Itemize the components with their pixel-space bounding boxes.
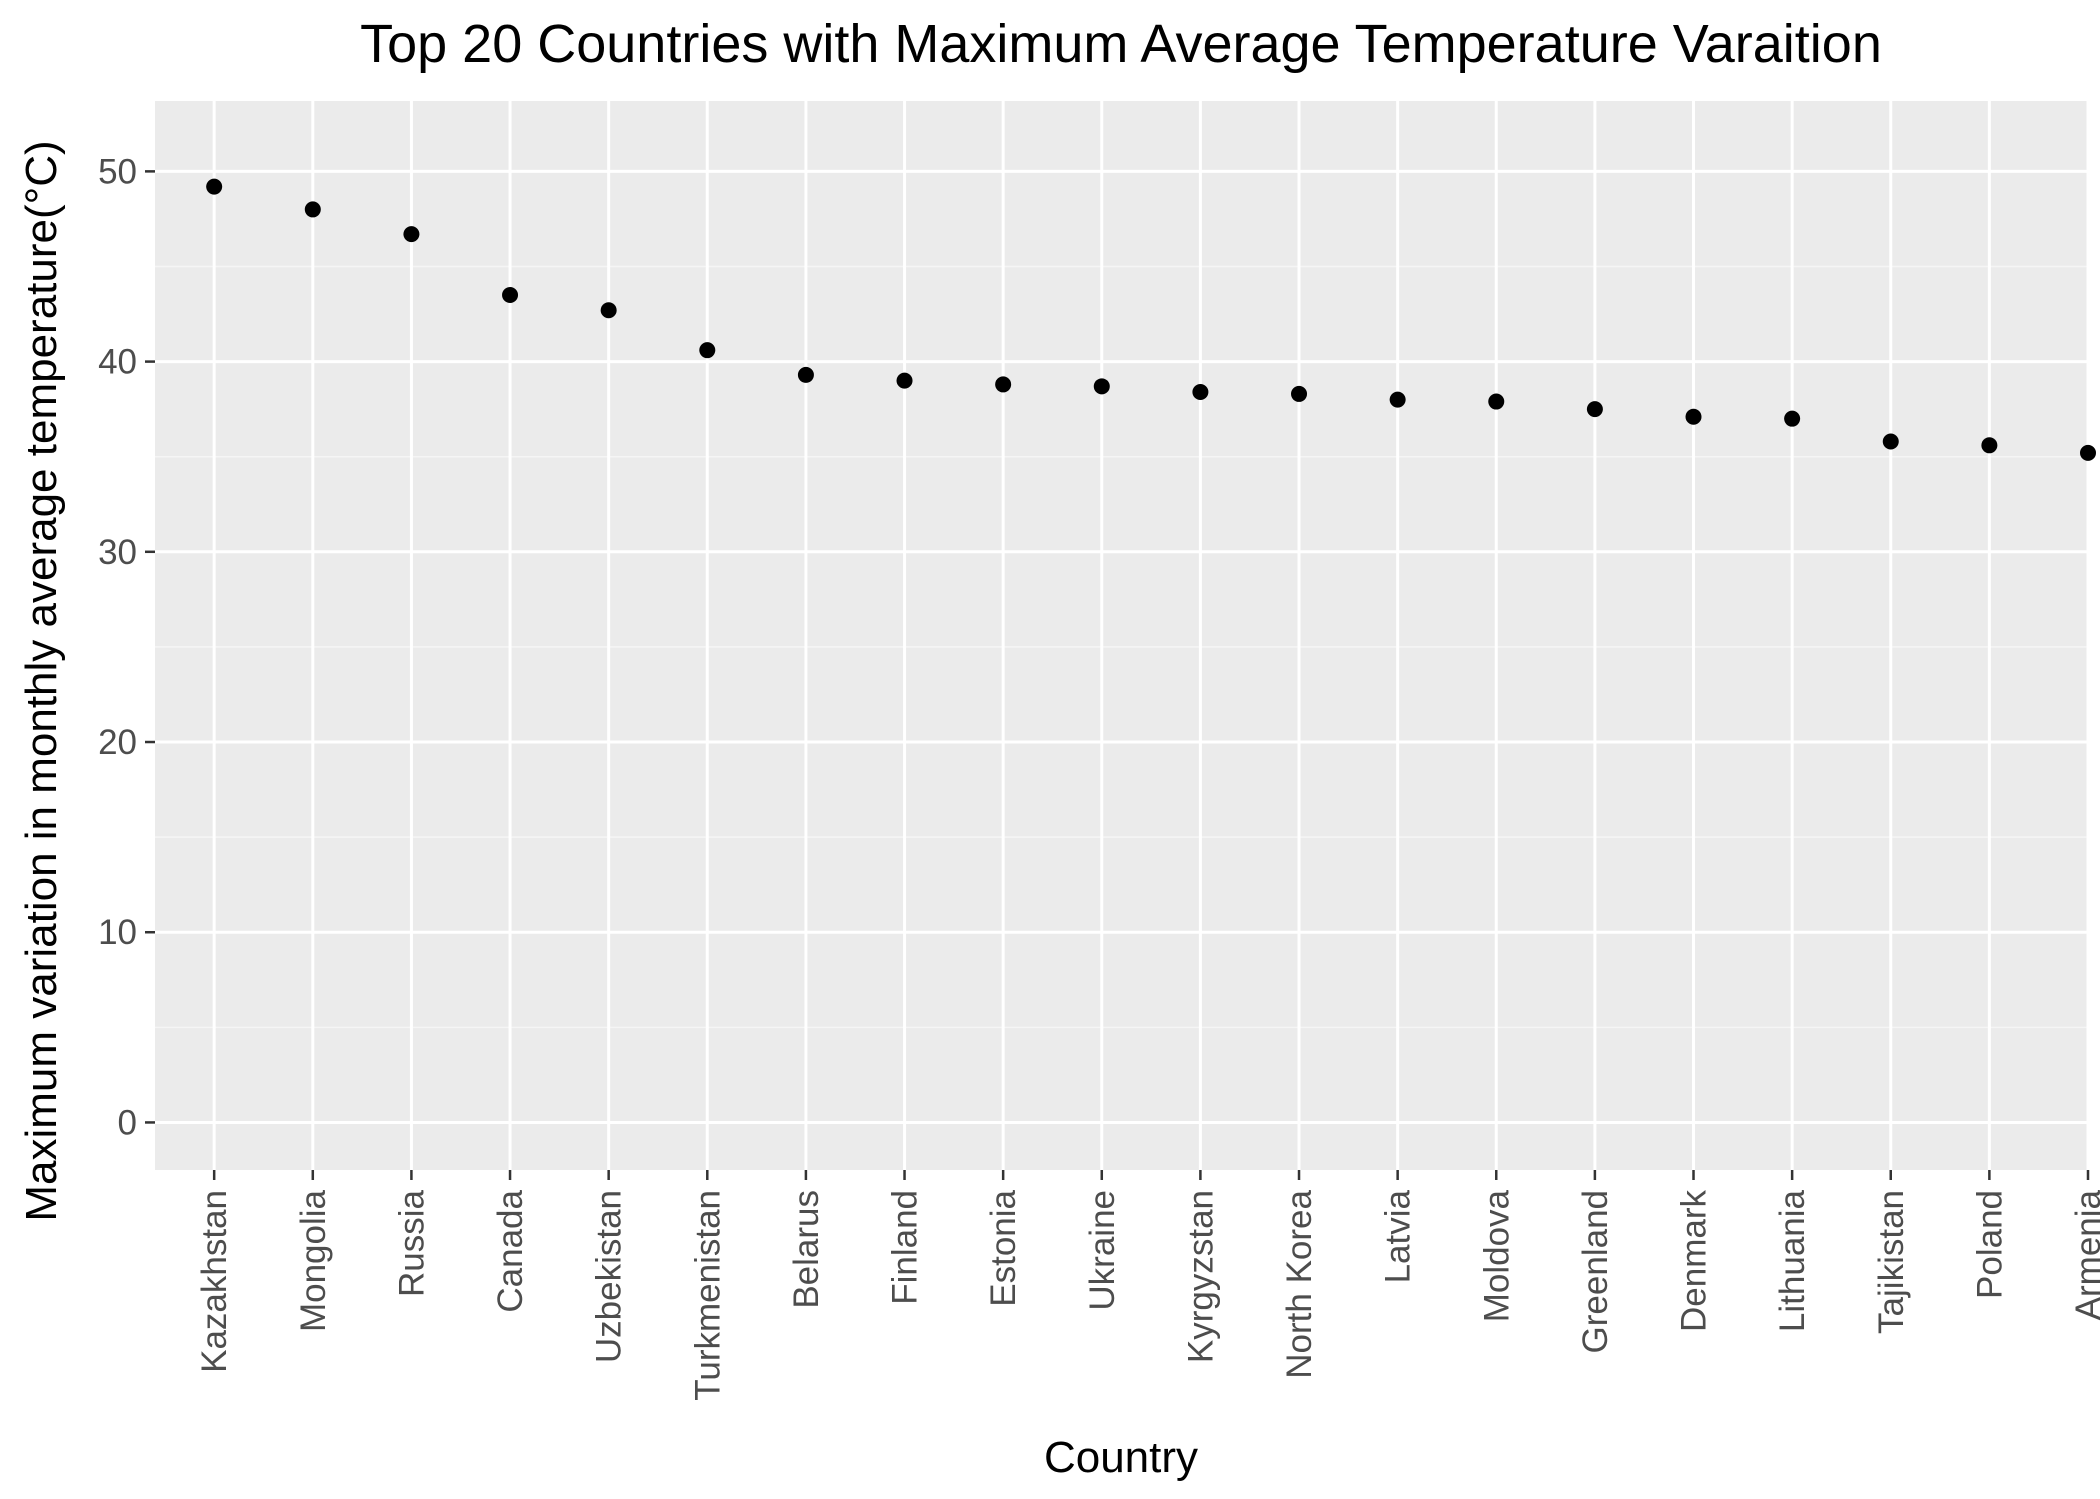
y-tick-label: 30 — [98, 533, 137, 572]
grid-major-x — [212, 101, 2090, 1170]
data-point — [1981, 437, 1998, 454]
x-tick-label: Tajikistan — [1872, 1190, 1911, 1334]
x-tick-label: Canada — [491, 1189, 530, 1312]
data-point — [403, 226, 420, 243]
plot-panel — [155, 101, 2088, 1170]
data-point — [1291, 385, 1308, 402]
x-tick-label: Finland — [886, 1190, 925, 1305]
x-tick-label: Denmark — [1675, 1190, 1714, 1332]
y-axis-ticks: 0 10 20 30 40 50 — [98, 152, 155, 1142]
x-tick-label: Mongolia — [294, 1189, 333, 1332]
data-point — [1093, 378, 1110, 395]
x-tick-label: Armenia — [2069, 1189, 2100, 1320]
data-point — [502, 287, 519, 304]
x-tick-label: Lithuania — [1773, 1189, 1812, 1332]
data-point — [699, 342, 716, 359]
data-point — [206, 178, 223, 195]
data-point — [1882, 433, 1899, 450]
data-point — [1389, 391, 1406, 408]
data-point — [2080, 444, 2096, 461]
x-tick-label: Kyrgyzstan — [1181, 1190, 1220, 1363]
x-tick-label: Poland — [1970, 1190, 2009, 1299]
x-tick-label: Moldova — [1477, 1189, 1516, 1322]
x-tick-label: Uzbekistan — [590, 1190, 629, 1363]
data-point — [1192, 384, 1209, 401]
x-tick-label: Ukraine — [1083, 1190, 1122, 1311]
data-point — [896, 372, 913, 389]
x-tick-label: Turkmenistan — [688, 1190, 727, 1401]
x-tick-label: Kazakhstan — [195, 1190, 234, 1373]
y-tick-label: 10 — [98, 913, 137, 952]
grid-major-y — [155, 169, 2088, 1124]
x-tick-label: Greenland — [1576, 1190, 1615, 1353]
x-tick-label: Latvia — [1379, 1189, 1418, 1283]
data-point — [600, 302, 617, 319]
data-points — [206, 178, 2096, 461]
grid-minor — [155, 265, 2088, 1029]
data-point — [797, 366, 814, 383]
data-point — [995, 376, 1012, 393]
y-tick-label: 50 — [98, 152, 137, 191]
x-tick-label: Estonia — [984, 1189, 1023, 1306]
x-tick-label: Belarus — [787, 1190, 826, 1309]
y-tick-label: 20 — [98, 723, 137, 762]
data-point — [1586, 401, 1603, 418]
data-point — [1685, 408, 1702, 425]
data-point — [304, 201, 321, 218]
y-axis-title: Maximum variation in monthly average tem… — [17, 140, 66, 1221]
data-point — [1784, 410, 1801, 427]
x-tick-label: Russia — [392, 1189, 431, 1297]
y-tick-label: 0 — [118, 1103, 137, 1142]
x-axis-ticks: Kazakhstan Mongolia Russia Canada Uzbekistan… — [195, 1170, 2100, 1401]
data-point — [1488, 393, 1505, 410]
chart-title: Top 20 Countries with Maximum Average Te… — [360, 14, 1882, 74]
y-tick-label: 40 — [98, 343, 137, 382]
x-axis-title: Country — [1044, 1433, 1198, 1482]
x-tick-label: North Korea — [1280, 1189, 1319, 1378]
